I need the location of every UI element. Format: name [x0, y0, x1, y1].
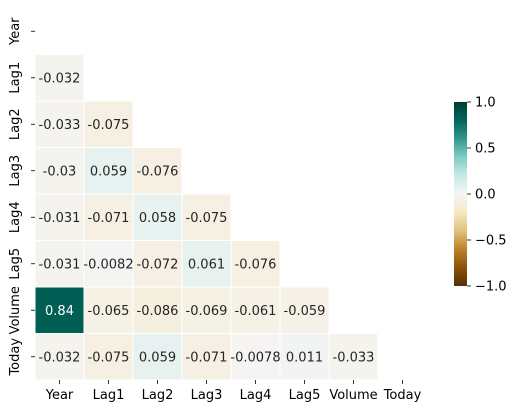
x-tick-label: Lag5: [289, 388, 321, 403]
heatmap-cell: [34, 54, 85, 102]
colorbar: 1.0 0.5 0.0 −0.5 −1.0: [454, 96, 507, 295]
cell-value-label: -0.031: [39, 211, 81, 226]
cell-value-label: 0.058: [139, 211, 176, 226]
cell-value-label: -0.071: [88, 211, 130, 226]
heatmap-cell: [279, 286, 330, 334]
colorbar-gradient: [454, 102, 467, 286]
x-axis: Year Lag1 Lag2 Lag3 Lag4 Lag5 Volume Today: [45, 380, 422, 403]
heatmap-cell: [83, 100, 134, 148]
heatmap-cell: [34, 333, 85, 381]
cell-value-label: -0.071: [186, 350, 228, 365]
colorbar-tick-label: 0.0: [475, 188, 496, 203]
x-tick-label: Lag3: [191, 388, 223, 403]
cell-value-label: 0.059: [90, 164, 127, 179]
heatmap-cell: [328, 333, 379, 381]
x-tick-label: Lag1: [93, 388, 125, 403]
colorbar-tick-label: 1.0: [475, 96, 496, 111]
heatmap-cell: [181, 286, 232, 334]
y-axis: Year Lag1 Lag2 Lag3 Lag4 Lag5 Volume Today: [8, 17, 35, 377]
heatmap-cell: [83, 333, 134, 381]
cell-value-label: -0.069: [186, 304, 228, 319]
cell-value-label: 0.011: [286, 350, 323, 365]
cell-value-label: -0.065: [88, 304, 130, 319]
y-tick-label: Volume: [8, 286, 23, 334]
cell-value-label: 0.059: [139, 350, 176, 365]
cell-value-label: 0.84: [45, 304, 74, 319]
cell-value-label: -0.076: [137, 164, 179, 179]
cell-value-label: -0.075: [186, 211, 228, 226]
x-tick-label: Lag4: [240, 388, 272, 403]
x-tick-label: Year: [45, 388, 74, 403]
colorbar-tick-label: −0.5: [475, 234, 507, 249]
cell-value-label: -0.0082: [83, 257, 133, 272]
heatmap-cell: [132, 286, 183, 334]
cell-value-label: -0.086: [137, 304, 179, 319]
cell-value-label: -0.0078: [230, 350, 280, 365]
cell-value-label: -0.076: [235, 257, 277, 272]
cell-value-label: -0.072: [137, 257, 179, 272]
y-tick-label: Lag2: [8, 108, 23, 140]
heatmap-cell: [181, 193, 232, 241]
heatmap-cell: [181, 240, 232, 288]
cell-value-label: -0.059: [284, 304, 326, 319]
heatmap-cell: [230, 286, 281, 334]
heatmap-cell-labels: -0.032 -0.033 -0.075 -0.03 0.059 -0.076 -0.031…: [39, 71, 375, 365]
y-tick-label: Today: [8, 338, 23, 377]
y-tick-label: Lag1: [8, 62, 23, 94]
y-tick-label: Year: [8, 17, 23, 46]
cell-value-label: -0.033: [333, 350, 375, 365]
colorbar-tick-label: 0.5: [475, 142, 496, 157]
x-tick-label: Volume: [329, 388, 377, 403]
heatmap-cell: [83, 193, 134, 241]
cell-value-label: -0.03: [43, 164, 77, 179]
heatmap-cell: [83, 286, 134, 334]
y-tick-label: Lag5: [8, 248, 23, 280]
heatmap-cell: [34, 100, 85, 148]
y-tick-label: Lag3: [8, 155, 23, 187]
heatmap-cell: [83, 240, 134, 288]
heatmap-cell: [279, 333, 330, 381]
cell-value-label: -0.032: [39, 350, 81, 365]
cell-value-label: -0.075: [88, 118, 130, 133]
cell-value-label: -0.075: [88, 350, 130, 365]
heatmap-cell: [132, 147, 183, 195]
cell-value-label: -0.031: [39, 257, 81, 272]
cell-value-label: -0.032: [39, 71, 81, 86]
cell-value-label: 0.061: [188, 257, 225, 272]
x-tick-label: Lag2: [142, 388, 174, 403]
cell-value-label: -0.061: [235, 304, 277, 319]
colorbar-tick-label: −1.0: [475, 280, 507, 295]
heatmap-cells: [34, 54, 379, 381]
y-tick-label: Lag4: [8, 201, 23, 233]
x-tick-label: Today: [383, 388, 422, 403]
cell-value-label: -0.033: [39, 118, 81, 133]
